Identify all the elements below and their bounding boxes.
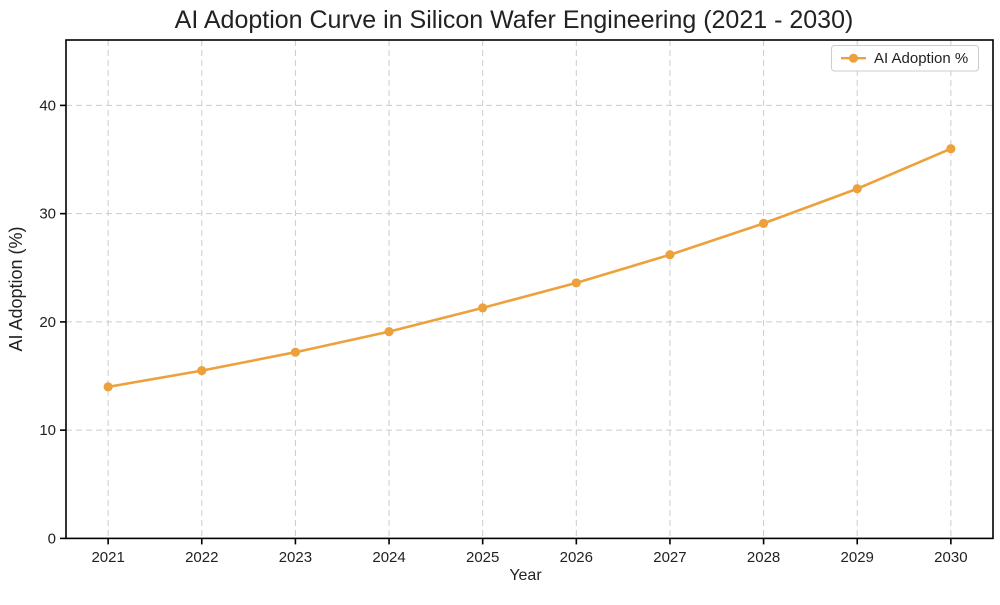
svg-text:30: 30 — [39, 206, 56, 223]
svg-text:Year: Year — [509, 567, 542, 584]
svg-text:2023: 2023 — [279, 549, 312, 566]
svg-text:10: 10 — [39, 422, 56, 439]
svg-text:AI Adoption (%): AI Adoption (%) — [6, 226, 26, 351]
svg-text:2025: 2025 — [466, 549, 499, 566]
svg-text:2022: 2022 — [185, 549, 218, 566]
svg-text:2028: 2028 — [747, 549, 780, 566]
svg-text:0: 0 — [48, 530, 56, 547]
svg-text:2024: 2024 — [372, 549, 405, 566]
svg-text:2030: 2030 — [934, 549, 967, 566]
svg-text:AI Adoption Curve in Silicon W: AI Adoption Curve in Silicon Wafer Engin… — [175, 6, 854, 34]
svg-text:40: 40 — [39, 97, 56, 114]
svg-text:AI Adoption %: AI Adoption % — [874, 50, 968, 67]
svg-text:2026: 2026 — [560, 549, 593, 566]
svg-text:2029: 2029 — [841, 549, 874, 566]
svg-text:2027: 2027 — [653, 549, 686, 566]
svg-text:2021: 2021 — [91, 549, 124, 566]
svg-text:20: 20 — [39, 314, 56, 331]
